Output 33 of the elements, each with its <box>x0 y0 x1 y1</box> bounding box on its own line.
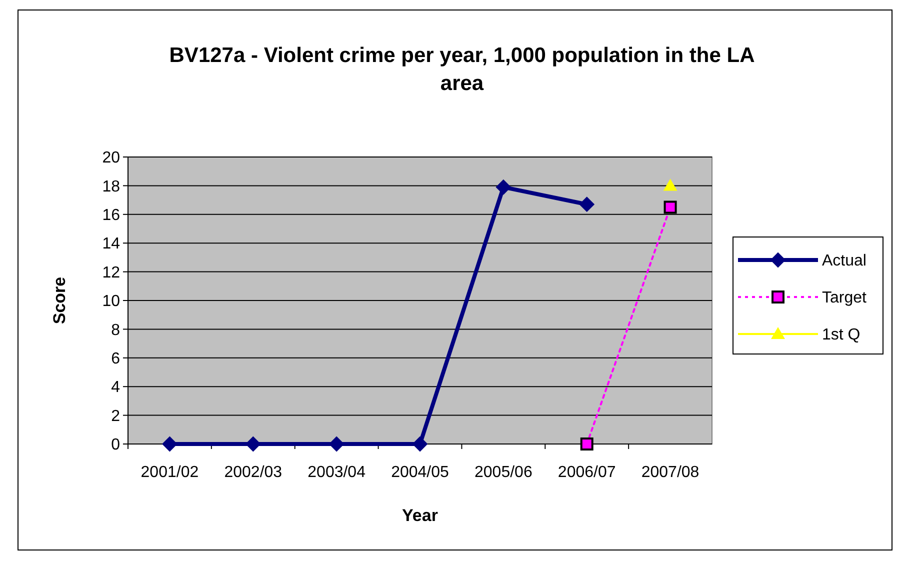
x-tick-label: 2004/05 <box>391 464 450 481</box>
point <box>162 436 178 452</box>
point <box>246 436 261 452</box>
point <box>580 438 594 450</box>
y-tick-label: 0 <box>111 436 120 454</box>
y-tick-label: 2 <box>111 408 120 425</box>
chart-title: BV127a - Violent crime per year, 1,000 population in the LA area <box>169 44 755 95</box>
y-tick-label: 12 <box>102 264 120 282</box>
x-tick-label: 2002/03 <box>224 464 282 481</box>
x-axis-title: Year <box>402 506 438 525</box>
point <box>329 436 344 452</box>
y-tick-label: 10 <box>102 293 120 310</box>
x-tick-label: 2005/06 <box>474 464 532 481</box>
legend-label: Target <box>822 290 868 307</box>
x-tick-label: 2001/02 <box>140 464 199 481</box>
point <box>579 196 594 212</box>
y-tick-label: 6 <box>111 350 120 368</box>
legend-label: 1st Q <box>822 326 860 344</box>
point <box>663 178 678 191</box>
y-tick-label: 20 <box>102 150 120 167</box>
y-tick-label: 4 <box>111 379 120 396</box>
y-tick-label: 14 <box>102 236 120 253</box>
y-tick-label: 18 <box>102 178 120 196</box>
y-tick-label: 16 <box>102 207 120 224</box>
legend-label: Actual <box>822 252 866 270</box>
x-tick-label: 2007/08 <box>641 464 700 481</box>
y-tick-label: 8 <box>111 322 120 339</box>
point <box>664 200 677 214</box>
x-tick-label: 2006/07 <box>558 464 616 481</box>
point <box>496 180 511 195</box>
x-tick-label: 2003/04 <box>308 464 366 481</box>
y-axis-title: Score <box>50 276 69 324</box>
point <box>412 436 428 452</box>
